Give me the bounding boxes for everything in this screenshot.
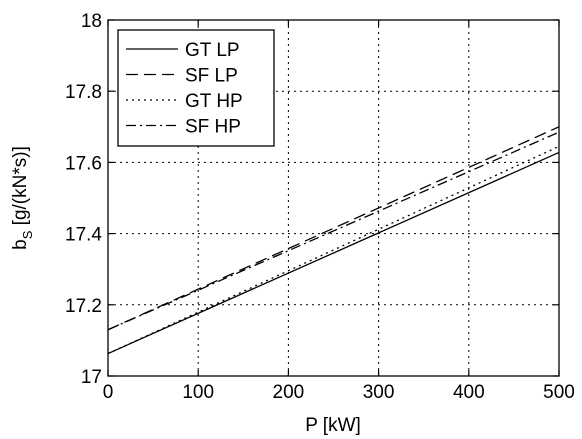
y-axis-label-subscript: S [20, 230, 35, 239]
x-tick-label: 100 [182, 382, 214, 403]
legend-label: GT HP [185, 91, 243, 112]
axis-ticks [107, 19, 560, 377]
x-axis-label: P [kW] [305, 415, 361, 436]
legend: GT LP SF LP GT HP SF HP [117, 29, 275, 147]
y-tick-label: 17.4 [65, 225, 102, 246]
series-lines [107, 126, 560, 355]
tick-labels: 0 100 200 300 400 500 17 17.2 17.4 17.6 17.8 18 [65, 11, 575, 403]
legend-label: SF HP [185, 117, 241, 138]
x-tick-label: 0 [103, 382, 114, 403]
plot-frame [107, 19, 560, 377]
y-axis-label-unit: [g/(kN*s)] [10, 146, 31, 230]
y-tick-label: 18 [81, 11, 102, 32]
legend-label: GT LP [185, 40, 240, 61]
series-line [107, 145, 560, 355]
y-tick-label: 17.6 [65, 153, 102, 174]
y-tick-label: 17.2 [65, 296, 102, 317]
y-tick-label: 17.8 [65, 82, 102, 103]
series-line [107, 151, 560, 355]
x-tick-label: 400 [453, 382, 485, 403]
y-axis-label: bS [g/(kN*s)] [10, 146, 35, 250]
x-tick-label: 200 [273, 382, 305, 403]
y-tick-label: 17 [81, 367, 102, 388]
y-axis-label-main: b [10, 239, 31, 250]
legend-entries: GT LP SF LP GT HP SF HP [126, 40, 243, 138]
series-line [107, 131, 560, 331]
x-tick-label: 300 [363, 382, 395, 403]
x-tick-label: 500 [543, 382, 575, 403]
legend-label: SF LP [185, 66, 238, 87]
series-line [107, 126, 560, 331]
